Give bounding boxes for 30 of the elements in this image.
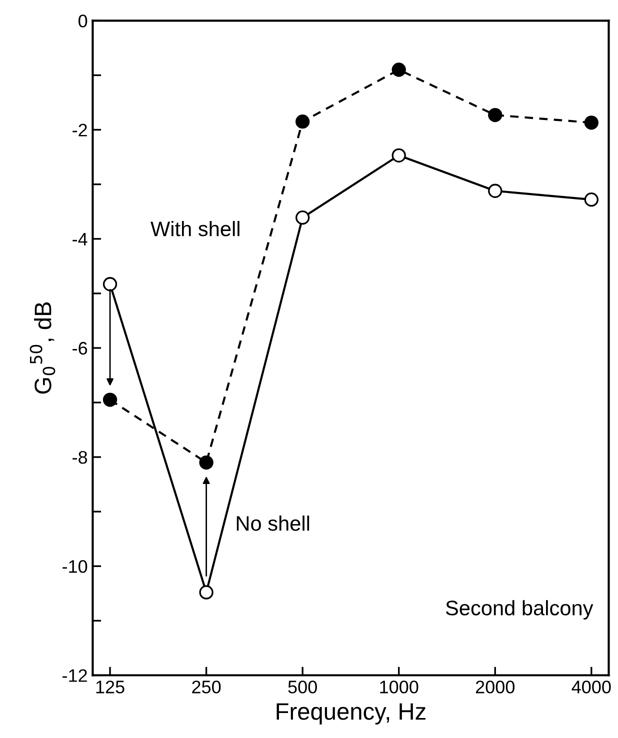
y-tick-label: -2 xyxy=(72,124,87,136)
point xyxy=(102,392,118,407)
x-tick-label: 4000 xyxy=(572,680,611,694)
point xyxy=(584,192,598,207)
point xyxy=(584,116,598,130)
x-tick-label: 500 xyxy=(288,680,317,694)
y-tick-label: -4 xyxy=(72,232,88,246)
y-axis-title: G$_{0}$$^{50}$, dB xyxy=(30,302,56,394)
y-tick-label: -6 xyxy=(72,342,88,355)
point xyxy=(392,62,406,77)
series-label: No shell xyxy=(236,516,310,531)
y-tick-label: -8 xyxy=(72,451,88,464)
point xyxy=(295,210,310,225)
point xyxy=(488,108,502,122)
x-tick-label: 2000 xyxy=(476,680,515,694)
y-tick-label: -10 xyxy=(62,560,88,573)
y-tick-label: -12 xyxy=(62,669,87,682)
x-tick-label: 250 xyxy=(192,680,221,694)
x-tick-label: 125 xyxy=(96,680,124,694)
series-label: With shell xyxy=(150,220,240,236)
x-axis-title: Frequency, Hz xyxy=(276,703,426,725)
y-tick-label: 0 xyxy=(78,14,88,28)
point xyxy=(102,277,118,292)
annotation: Second balcony xyxy=(446,600,594,620)
point xyxy=(199,585,214,600)
x-tick-label: 1000 xyxy=(380,680,418,694)
point xyxy=(295,114,310,129)
point xyxy=(392,148,406,162)
point xyxy=(199,455,214,470)
point xyxy=(488,184,502,198)
